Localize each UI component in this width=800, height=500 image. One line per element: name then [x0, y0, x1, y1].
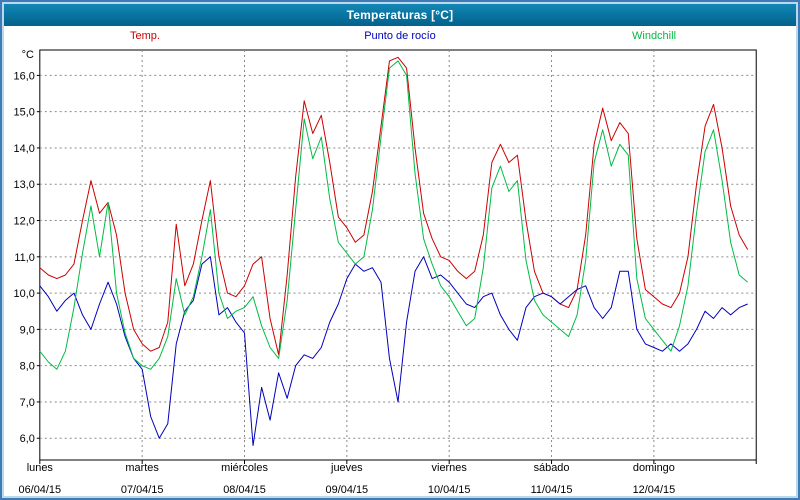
temperature-chart: 6,0 7,0 8,0 9,0 10,0 11,0 12,0 13,0 14,0 15,0 16,0…: [14, 49, 757, 496]
legend-item-temp: Temp.: [130, 30, 160, 42]
y-tick-label: 6,0: [20, 433, 35, 445]
y-tick-label: 13,0: [14, 179, 35, 191]
legend-item-windchill: Windchill: [632, 30, 677, 42]
y-tick-label: 9,0: [20, 324, 35, 336]
y-tick-label: 16,0: [14, 70, 35, 82]
series-line-2: [39, 60, 748, 370]
x-date-label: 10/04/15: [428, 484, 471, 496]
x-day-label: domingo: [633, 462, 675, 474]
legend-item-dewpoint: Punto de rocío: [364, 30, 436, 42]
x-date-label: 06/04/15: [19, 484, 62, 496]
x-date-label: 07/04/15: [121, 484, 164, 496]
x-date-label: 12/04/15: [633, 484, 676, 496]
title-bar: Temperaturas [°C]: [4, 4, 796, 26]
x-date-label: 08/04/15: [223, 484, 266, 496]
x-date-label: 09/04/15: [326, 484, 369, 496]
x-day-label: jueves: [330, 462, 363, 474]
y-tick-label: 7,0: [20, 397, 35, 409]
x-date-label: 11/04/15: [531, 484, 573, 496]
y-tick-label: 14,0: [14, 143, 35, 155]
chart-legend: Temp. Punto de rocío Windchill: [4, 26, 796, 46]
y-tick-label: 15,0: [14, 107, 35, 119]
series-line-0: [39, 56, 749, 356]
y-axis-unit-label: °C: [22, 49, 34, 61]
x-day-label: martes: [125, 462, 159, 474]
y-tick-label: 10,0: [14, 288, 35, 300]
x-day-label: miércoles: [221, 462, 268, 474]
x-day-label: viernes: [432, 462, 468, 474]
series-line-1: [39, 256, 748, 446]
plot-area: [39, 49, 757, 461]
y-tick-label: 8,0: [20, 361, 35, 373]
y-tick-label: 12,0: [14, 216, 35, 228]
x-day-label: sábado: [534, 462, 570, 474]
window-title: Temperaturas [°C]: [346, 8, 454, 22]
y-tick-label: 11,0: [14, 252, 34, 264]
x-day-label: lunes: [27, 462, 54, 474]
